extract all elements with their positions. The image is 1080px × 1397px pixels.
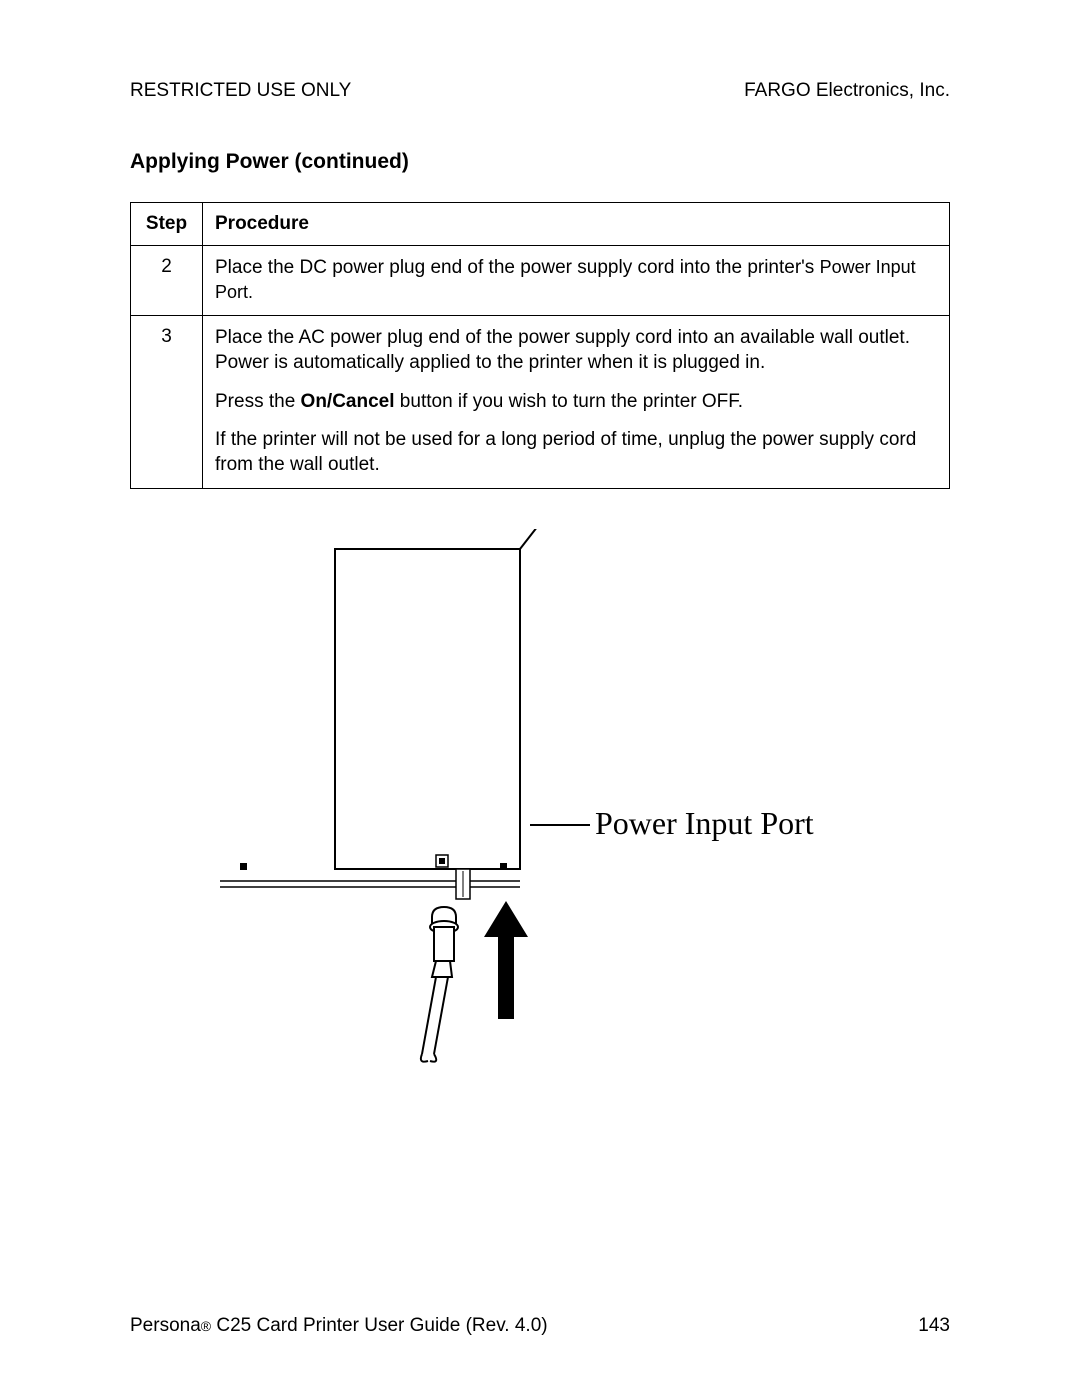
header-left: RESTRICTED USE ONLY: [130, 80, 351, 102]
diagram-container: Power Input Port: [130, 529, 950, 1089]
procedure-paragraph: Place the DC power plug end of the power…: [215, 256, 937, 305]
procedure-paragraph: Press the On/Cancel button if you wish t…: [215, 390, 937, 415]
procedure-cell: Place the DC power plug end of the power…: [203, 246, 950, 316]
procedure-paragraph: If the printer will not be used for a lo…: [215, 428, 937, 477]
step-number: 3: [131, 316, 203, 488]
table-row: 3Place the AC power plug end of the powe…: [131, 316, 950, 488]
page-footer: Persona® C25 Card Printer User Guide (Re…: [130, 1315, 950, 1337]
page-header: RESTRICTED USE ONLY FARGO Electronics, I…: [130, 80, 950, 102]
procedure-table: Step Procedure 2Place the DC power plug …: [130, 202, 950, 489]
procedure-paragraph: Place the AC power plug end of the power…: [215, 326, 937, 375]
power-port-diagram: Power Input Port: [200, 529, 880, 1089]
procedure-cell: Place the AC power plug end of the power…: [203, 316, 950, 488]
header-right: FARGO Electronics, Inc.: [744, 80, 950, 102]
col-header-procedure: Procedure: [203, 203, 950, 246]
diagram-label: Power Input Port: [595, 805, 814, 841]
footer-page-number: 143: [918, 1315, 950, 1337]
col-header-step: Step: [131, 203, 203, 246]
section-title: Applying Power (continued): [130, 150, 950, 174]
step-number: 2: [131, 246, 203, 316]
footer-guide-title: Persona® C25 Card Printer User Guide (Re…: [130, 1315, 548, 1337]
table-row: 2Place the DC power plug end of the powe…: [131, 246, 950, 316]
